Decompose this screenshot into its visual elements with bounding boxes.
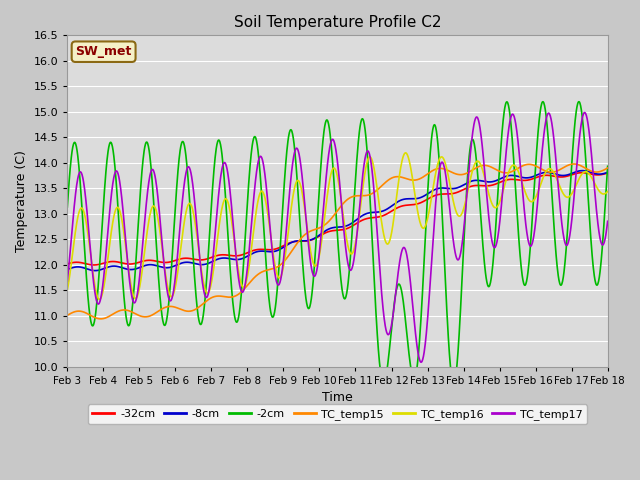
Text: SW_met: SW_met	[76, 45, 132, 58]
TC_temp17	[314, 264, 321, 269]
TC_temp16	[314, 259, 322, 265]
TC_temp16	[604, 189, 611, 194]
Legend: -32cm, -8cm, -2cm, TC_temp15, TC_temp16, TC_temp17: -32cm, -8cm, -2cm, TC_temp15, TC_temp16,…	[88, 404, 587, 424]
-2cm	[292, 169, 300, 175]
-32cm	[304, 238, 312, 244]
-2cm	[371, 288, 379, 294]
TC_temp15	[127, 309, 135, 315]
Line: TC_temp17: TC_temp17	[67, 112, 607, 362]
-2cm	[127, 314, 135, 320]
TC_temp17	[127, 290, 135, 296]
-8cm	[371, 209, 379, 215]
TC_temp17	[580, 109, 588, 115]
-2cm	[604, 163, 611, 169]
-32cm	[127, 261, 135, 267]
TC_temp16	[304, 232, 312, 238]
Line: -32cm: -32cm	[67, 173, 607, 265]
TC_temp15	[371, 189, 379, 194]
-2cm	[450, 381, 458, 387]
-32cm	[90, 262, 98, 268]
-8cm	[579, 168, 586, 173]
-32cm	[578, 170, 586, 176]
TC_temp16	[371, 172, 379, 178]
-8cm	[604, 169, 611, 175]
-32cm	[604, 170, 611, 176]
-32cm	[314, 234, 322, 240]
TC_temp15	[97, 316, 105, 322]
TC_temp17	[604, 218, 611, 224]
TC_temp17	[292, 145, 300, 151]
-32cm	[63, 261, 71, 267]
TC_temp16	[293, 178, 301, 184]
TC_temp17	[106, 215, 113, 220]
TC_temp17	[304, 234, 312, 240]
-2cm	[106, 143, 113, 148]
Line: TC_temp15: TC_temp15	[67, 164, 607, 319]
-2cm	[575, 99, 582, 105]
TC_temp17	[63, 278, 71, 284]
-8cm	[63, 266, 71, 272]
Line: -8cm: -8cm	[67, 170, 607, 271]
-8cm	[106, 264, 113, 270]
TC_temp17	[371, 197, 379, 203]
Line: -2cm: -2cm	[67, 102, 607, 384]
-32cm	[371, 215, 379, 220]
-2cm	[304, 305, 312, 311]
TC_temp15	[106, 313, 113, 319]
Y-axis label: Temperature (C): Temperature (C)	[15, 150, 28, 252]
TC_temp15	[570, 161, 577, 167]
Title: Soil Temperature Profile C2: Soil Temperature Profile C2	[234, 15, 441, 30]
TC_temp15	[314, 226, 322, 231]
TC_temp16	[401, 150, 409, 156]
Line: TC_temp16: TC_temp16	[67, 153, 607, 300]
TC_temp16	[127, 285, 135, 290]
-2cm	[63, 204, 71, 210]
TC_temp16	[95, 297, 103, 302]
TC_temp16	[106, 242, 113, 248]
TC_temp16	[63, 287, 71, 293]
TC_temp15	[293, 241, 301, 247]
-8cm	[293, 238, 301, 244]
TC_temp15	[304, 229, 312, 235]
-2cm	[314, 216, 321, 222]
TC_temp15	[604, 165, 611, 171]
-8cm	[314, 233, 322, 239]
-32cm	[106, 259, 113, 264]
-8cm	[127, 267, 135, 273]
TC_temp17	[417, 360, 425, 365]
-32cm	[293, 239, 301, 244]
X-axis label: Time: Time	[322, 391, 353, 404]
-8cm	[304, 238, 312, 243]
TC_temp15	[63, 312, 71, 318]
-8cm	[92, 268, 99, 274]
